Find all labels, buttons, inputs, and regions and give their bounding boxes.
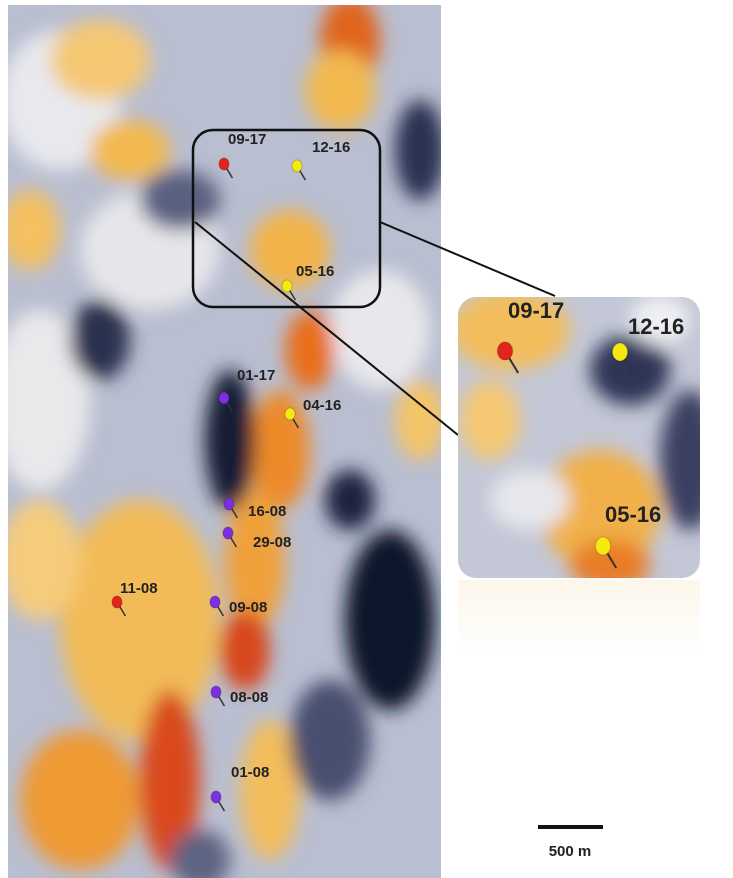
pin-label: 04-16 [303,397,341,414]
pin-label: 11-08 [120,580,158,597]
pin [224,498,234,510]
pin-label: 01-17 [237,367,275,384]
pin [595,537,610,555]
scale-label: 500 m [549,843,592,860]
pin-label: 05-16 [605,502,661,527]
pin [219,158,229,170]
pin-label: 29-08 [253,534,291,551]
pin [497,342,512,360]
pin [285,408,295,420]
pin [210,596,220,608]
pin [282,280,292,292]
pin [219,392,229,404]
pin-label: 12-16 [312,139,350,156]
pin [211,791,221,803]
heatmap [0,0,445,878]
inset-reflection [458,580,700,652]
pin-label: 12-16 [628,314,684,339]
pin-label: 09-08 [229,599,267,616]
pin-label: 05-16 [296,263,334,280]
pin-label: 16-08 [248,503,286,520]
pin [211,686,221,698]
pin [112,596,122,608]
pin-label: 09-17 [508,298,564,323]
pin [292,160,302,172]
pin [223,527,233,539]
pin-label: 08-08 [230,689,268,706]
pin-label: 09-17 [228,131,266,148]
pin-label: 01-08 [231,764,269,781]
pin [612,343,627,361]
map-figure: 09-17 12-16 05-16 01-17 04-16 16-08 29-08 11-08… [0,0,733,878]
